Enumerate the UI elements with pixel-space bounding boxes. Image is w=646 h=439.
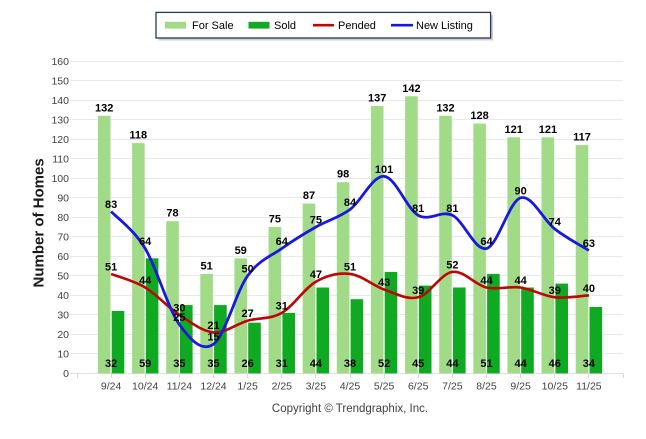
svg-text:142: 142 [402, 83, 420, 95]
svg-text:4/25: 4/25 [340, 381, 361, 393]
svg-text:44: 44 [514, 275, 527, 287]
svg-text:130: 130 [51, 114, 69, 126]
svg-text:Pended: Pended [338, 20, 376, 32]
svg-text:31: 31 [276, 300, 288, 312]
svg-text:121: 121 [505, 124, 523, 136]
svg-text:For Sale: For Sale [192, 20, 234, 32]
svg-text:46: 46 [549, 358, 561, 370]
svg-text:30: 30 [57, 310, 69, 322]
svg-text:27: 27 [241, 308, 253, 320]
svg-text:52: 52 [446, 259, 458, 271]
svg-text:90: 90 [514, 185, 526, 197]
svg-text:9/25: 9/25 [510, 381, 531, 393]
svg-text:98: 98 [337, 169, 349, 181]
svg-text:137: 137 [368, 93, 386, 105]
svg-text:70: 70 [57, 231, 69, 243]
svg-text:44: 44 [514, 358, 527, 370]
svg-text:38: 38 [344, 358, 356, 370]
svg-text:2/25: 2/25 [272, 381, 293, 393]
svg-text:35: 35 [207, 358, 219, 370]
svg-text:39: 39 [549, 285, 561, 297]
svg-text:44: 44 [480, 275, 493, 287]
svg-text:80: 80 [57, 212, 69, 224]
svg-text:90: 90 [57, 192, 69, 204]
svg-text:87: 87 [303, 190, 315, 202]
svg-text:51: 51 [480, 358, 492, 370]
svg-text:101: 101 [375, 164, 393, 176]
svg-text:31: 31 [276, 358, 288, 370]
svg-text:40: 40 [57, 290, 69, 302]
svg-text:39: 39 [412, 285, 424, 297]
svg-text:10/24: 10/24 [132, 381, 158, 393]
svg-text:Copyright © Trendgraphix, Inc.: Copyright © Trendgraphix, Inc. [272, 403, 428, 415]
svg-text:50: 50 [57, 270, 69, 282]
svg-text:118: 118 [129, 130, 147, 142]
svg-text:44: 44 [446, 358, 459, 370]
svg-text:64: 64 [276, 236, 289, 248]
svg-text:11/25: 11/25 [576, 381, 602, 393]
svg-text:21: 21 [207, 320, 219, 332]
svg-text:81: 81 [412, 203, 424, 215]
svg-text:9/24: 9/24 [101, 381, 122, 393]
svg-text:52: 52 [378, 358, 390, 370]
svg-text:0: 0 [63, 368, 69, 380]
svg-text:35: 35 [173, 358, 185, 370]
svg-text:25: 25 [173, 312, 185, 324]
svg-text:26: 26 [241, 358, 253, 370]
svg-text:78: 78 [166, 208, 178, 220]
svg-text:7/25: 7/25 [442, 381, 463, 393]
svg-text:50: 50 [241, 263, 253, 275]
svg-text:150: 150 [51, 75, 69, 87]
svg-text:10: 10 [57, 349, 69, 361]
svg-text:64: 64 [139, 236, 152, 248]
svg-text:15: 15 [207, 332, 219, 344]
svg-text:1/25: 1/25 [237, 381, 258, 393]
svg-text:10/25: 10/25 [542, 381, 568, 393]
svg-text:84: 84 [344, 197, 357, 209]
svg-text:59: 59 [139, 358, 151, 370]
svg-text:132: 132 [436, 102, 454, 114]
svg-text:63: 63 [583, 238, 595, 250]
svg-text:Number of Homes: Number of Homes [31, 158, 48, 287]
svg-text:110: 110 [52, 153, 69, 165]
svg-text:81: 81 [446, 203, 458, 215]
svg-text:60: 60 [57, 251, 69, 263]
svg-text:74: 74 [549, 217, 562, 229]
svg-text:51: 51 [344, 261, 356, 273]
svg-text:140: 140 [51, 95, 69, 107]
svg-text:132: 132 [95, 102, 113, 114]
svg-text:6/25: 6/25 [408, 381, 429, 393]
svg-text:47: 47 [310, 269, 322, 281]
svg-text:20: 20 [57, 329, 69, 341]
svg-text:34: 34 [583, 358, 596, 370]
svg-text:11/24: 11/24 [167, 381, 193, 393]
svg-text:121: 121 [539, 124, 557, 136]
svg-text:120: 120 [51, 134, 69, 146]
svg-text:51: 51 [105, 261, 117, 273]
svg-text:44: 44 [310, 358, 323, 370]
svg-text:30: 30 [173, 302, 185, 314]
svg-text:Sold: Sold [274, 20, 296, 32]
svg-text:75: 75 [310, 215, 322, 227]
svg-text:59: 59 [235, 245, 247, 257]
svg-text:128: 128 [470, 110, 488, 122]
svg-text:44: 44 [139, 275, 152, 287]
svg-text:40: 40 [583, 283, 595, 295]
svg-text:75: 75 [269, 214, 281, 226]
svg-text:160: 160 [51, 56, 69, 68]
svg-text:45: 45 [412, 358, 424, 370]
svg-text:100: 100 [51, 173, 69, 185]
svg-text:3/25: 3/25 [306, 381, 327, 393]
svg-text:83: 83 [105, 199, 117, 211]
svg-text:51: 51 [200, 260, 212, 272]
svg-text:117: 117 [573, 132, 591, 144]
svg-text:32: 32 [105, 358, 117, 370]
svg-text:43: 43 [378, 277, 390, 289]
svg-text:8/25: 8/25 [476, 381, 497, 393]
svg-text:12/24: 12/24 [200, 381, 226, 393]
svg-text:New Listing: New Listing [416, 20, 473, 32]
svg-text:64: 64 [480, 236, 493, 248]
svg-text:5/25: 5/25 [374, 381, 395, 393]
